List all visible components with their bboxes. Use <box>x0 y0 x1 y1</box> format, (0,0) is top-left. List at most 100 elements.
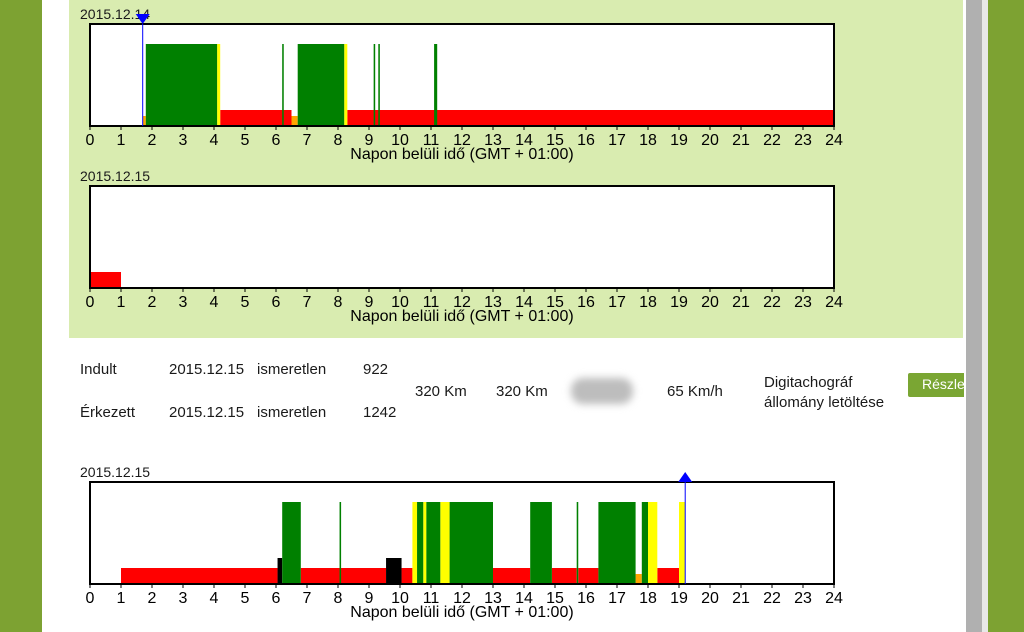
activity-segment-drive <box>426 502 441 584</box>
chart-plot-area <box>90 186 834 288</box>
tick-label: 15 <box>546 590 564 607</box>
tick-label: 11 <box>423 294 440 311</box>
tick-label: 18 <box>639 590 657 607</box>
tick-label: 0 <box>86 132 95 149</box>
activity-segment-rest <box>551 568 577 584</box>
activity-chart-2015-12-15-b: 2015.12.150 1 2 3 4 5 6 7 8 9 10 11 12 13 14 15 16 17 18 19… <box>80 464 843 621</box>
x-axis-label: Napon belüli idő (GMT + 01:00) <box>350 308 573 325</box>
tick-label: 20 <box>701 132 719 149</box>
activity-segment-drive <box>434 44 438 126</box>
tick-label: 24 <box>825 590 843 607</box>
tick-label: 1 <box>117 132 126 149</box>
activity-segment-available <box>142 116 146 126</box>
tick-label: 14 <box>515 590 533 607</box>
details-button[interactable]: Részletek <box>908 373 964 397</box>
tick-label: 14 <box>515 294 533 311</box>
tick-label: 19 <box>670 590 688 607</box>
tick-label: 23 <box>794 590 812 607</box>
activity-segment-drive <box>145 44 218 126</box>
activity-segment-rest <box>300 568 387 584</box>
tick-label: 18 <box>639 132 657 149</box>
activity-segment-available <box>291 116 298 126</box>
tick-label: 6 <box>272 294 281 311</box>
tick-label: 7 <box>303 294 312 311</box>
tick-label: 1 <box>117 590 126 607</box>
tick-label: 11 <box>423 590 440 607</box>
tick-label: 20 <box>701 590 719 607</box>
activity-segment-work <box>423 502 427 584</box>
scrollbar[interactable] <box>966 0 982 632</box>
tick-label: 5 <box>241 132 250 149</box>
time-marker-triangle-icon <box>678 472 693 482</box>
activity-segment-unknown <box>386 558 402 584</box>
tick-label: 12 <box>453 590 471 607</box>
activity-segment-rest <box>347 110 834 126</box>
activity-segment-work <box>648 502 658 584</box>
tick-label: 10 <box>391 590 409 607</box>
activity-segment-drive <box>282 44 284 126</box>
activity-segment-drive <box>449 502 493 584</box>
trip-distance: 320 Km <box>415 383 467 400</box>
chart-date: 2015.12.14 <box>80 6 150 22</box>
activity-segment-available <box>635 574 642 584</box>
departed-label: Indult <box>80 361 117 378</box>
activity-segment-drive <box>576 502 579 584</box>
tick-label: 13 <box>484 590 502 607</box>
departed-odometer: 922 <box>363 361 389 378</box>
time-marker-triangle-icon <box>135 14 150 24</box>
tick-label: 0 <box>86 590 95 607</box>
activity-segment-drive <box>378 44 380 126</box>
tick-label: 19 <box>670 294 688 311</box>
tick-label: 17 <box>608 132 626 149</box>
tick-label: 8 <box>334 590 343 607</box>
activity-segment-drive <box>598 502 636 584</box>
chart-date: 2015.12.15 <box>80 168 150 184</box>
activity-segment-drive <box>530 502 552 584</box>
tick-label: 22 <box>763 132 781 149</box>
activity-segment-rest <box>90 272 121 288</box>
activity-segment-rest <box>578 568 599 584</box>
tick-label: 6 <box>272 132 281 149</box>
arrived-odometer: 1242 <box>363 404 397 421</box>
tick-label: 24 <box>825 294 843 311</box>
tick-label: 15 <box>546 132 564 149</box>
tick-label: 2 <box>148 132 157 149</box>
x-axis-label: Napon belüli idő (GMT + 01:00) <box>350 146 573 163</box>
tick-label: 23 <box>794 294 812 311</box>
activity-segment-rest <box>220 110 292 126</box>
tick-label: 18 <box>639 294 657 311</box>
tick-label: 13 <box>484 132 502 149</box>
tick-label: 11 <box>423 132 440 149</box>
tick-label: 12 <box>453 132 471 149</box>
tick-label: 4 <box>210 132 219 149</box>
tick-label: 14 <box>515 132 533 149</box>
download-tachograph-link[interactable]: Digitachográf állomány letöltése <box>764 373 884 413</box>
tick-label: 21 <box>732 132 750 149</box>
tick-label: 21 <box>732 294 750 311</box>
activity-segment-rest <box>401 568 413 584</box>
activity-segment-work <box>217 44 221 126</box>
activity-chart-2015-12-15-a: 2015.12.150 1 2 3 4 5 6 7 8 9 10 11 12 13 14 15 16 17 18 19… <box>80 168 843 325</box>
tick-label: 20 <box>701 294 719 311</box>
tick-label: 3 <box>179 294 188 311</box>
tick-label: 12 <box>453 294 471 311</box>
tick-label: 9 <box>365 294 374 311</box>
average-speed: 65 Km/h <box>667 383 723 400</box>
tick-label: 2 <box>148 590 157 607</box>
download-line-2: állomány letöltése <box>764 394 885 411</box>
tick-label: 0 <box>86 294 95 311</box>
tick-label: 1 <box>117 294 126 311</box>
activity-segment-rest <box>121 568 278 584</box>
activity-segment-drive <box>641 502 648 584</box>
tick-label: 2 <box>148 294 157 311</box>
tick-label: 10 <box>391 294 409 311</box>
tick-label: 6 <box>272 590 281 607</box>
tick-label: 23 <box>794 132 812 149</box>
tick-label: 9 <box>365 590 374 607</box>
tick-label: 8 <box>334 294 343 311</box>
activity-segment-work <box>679 502 686 584</box>
tick-label: 19 <box>670 132 688 149</box>
activity-segment-drive <box>297 44 345 126</box>
arrived-date: 2015.12.15 <box>169 404 245 421</box>
tick-label: 16 <box>577 132 595 149</box>
